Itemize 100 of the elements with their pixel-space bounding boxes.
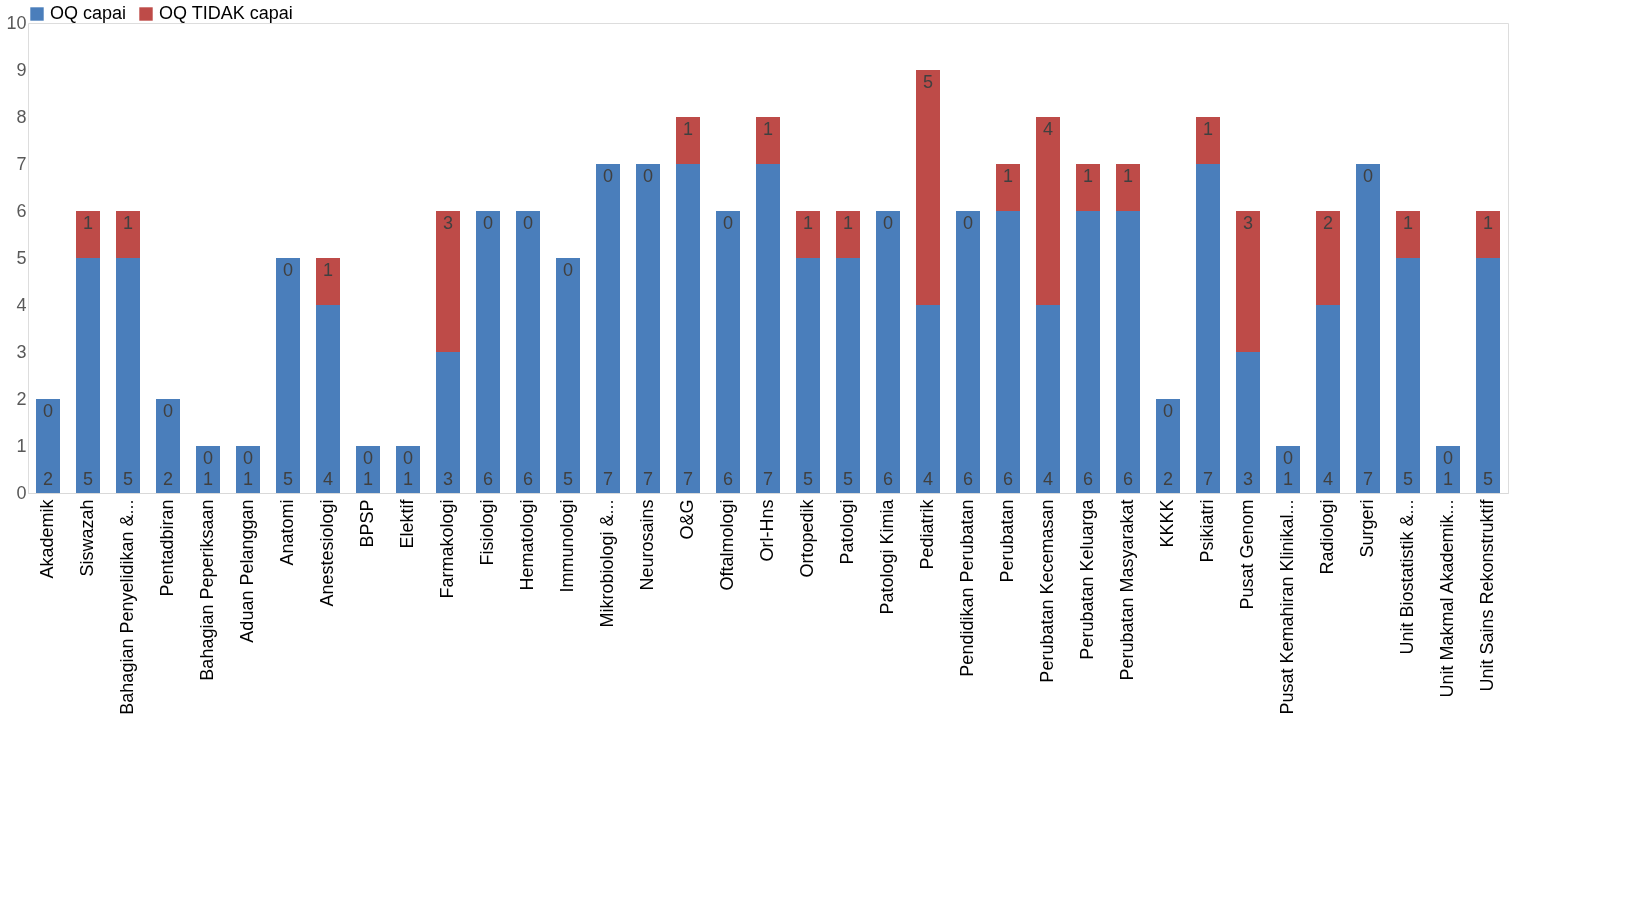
data-label: 0 [42,401,54,421]
data-label: 1 [1082,166,1094,186]
bar [1236,352,1260,493]
data-label: 6 [482,469,494,489]
x-tick-label: Patologi Kimia [877,498,897,615]
data-label: 1 [82,213,94,233]
data-label: 0 [522,213,534,233]
data-label: 0 [722,213,734,233]
data-label: 2 [162,469,174,489]
x-tick-label: Pusat Kemahiran Klinikal... [1277,499,1297,715]
bar [1116,211,1140,493]
x-tick-label: Bahagian Penyelidikan &... [117,499,137,715]
data-label: 7 [682,469,694,489]
y-tick-label: 1 [16,435,27,456]
bar [716,211,740,493]
x-tick-label: Immunologi [557,499,577,593]
data-label: 1 [202,469,214,489]
data-label: 1 [1402,213,1414,233]
bar [636,164,660,493]
bar [996,164,1020,211]
data-label: 0 [282,260,294,280]
bar [1316,305,1340,493]
x-tick-label: Pusat Genom [1237,499,1257,610]
data-label: 5 [802,469,814,489]
data-label: 6 [1082,469,1094,489]
data-label: 0 [962,213,974,233]
bar [1236,211,1260,352]
y-tick-label: 9 [16,59,27,80]
data-label: 1 [1482,213,1494,233]
bar [796,258,820,493]
data-label: 7 [762,469,774,489]
data-label: 0 [402,448,414,468]
bar [556,258,580,493]
y-tick-label: 0 [16,482,27,503]
data-label: 0 [362,448,374,468]
x-tick-label: Surgeri [1357,499,1377,558]
bar [1476,211,1500,258]
data-label: 1 [1002,166,1014,186]
data-label: 1 [362,469,374,489]
x-tick-label: Akademik [37,498,57,579]
y-tick-label: 4 [16,294,27,315]
bar [1476,258,1500,493]
x-tick-label: Neurosains [637,499,657,591]
data-label: 7 [1202,469,1214,489]
data-label: 7 [1362,469,1374,489]
data-label: 2 [1162,469,1174,489]
data-label: 0 [1162,401,1174,421]
data-label: 4 [1322,469,1334,489]
data-label: 6 [722,469,734,489]
bar [436,211,460,352]
bar [516,211,540,493]
bar [836,211,860,258]
data-label: 4 [1042,469,1054,489]
data-label: 0 [162,401,174,421]
x-tick-label: Perubatan [997,499,1017,583]
x-tick-label: Radiologi [1317,499,1337,575]
bar [1036,117,1060,305]
data-label: 0 [202,448,214,468]
bar [796,211,820,258]
data-label: 4 [922,469,934,489]
bar [476,211,500,493]
data-label: 0 [482,213,494,233]
data-label: 2 [1322,213,1334,233]
x-tick-label: KKKK [1157,499,1177,548]
x-tick-label: Anatomi [277,499,297,566]
bar [76,258,100,493]
legend-label: OQ TIDAK capai [159,3,293,23]
data-label: 5 [922,72,934,92]
data-label: 5 [1402,469,1414,489]
data-label: 0 [882,213,894,233]
data-label: 2 [42,469,54,489]
data-label: 3 [442,469,454,489]
x-tick-label: Elektif [397,498,417,549]
bar [676,117,700,164]
x-tick-label: Unit Biostatistik &... [1397,499,1417,655]
bar [116,211,140,258]
data-label: 0 [562,260,574,280]
data-label: 5 [82,469,94,489]
data-label: 1 [1442,469,1454,489]
y-tick-label: 8 [16,106,27,127]
data-label: 1 [682,119,694,139]
data-label: 1 [402,469,414,489]
data-label: 1 [322,260,334,280]
bar [836,258,860,493]
data-label: 6 [1002,469,1014,489]
bar [916,305,940,493]
y-tick-label: 10 [6,12,27,33]
data-label: 3 [1242,213,1254,233]
x-tick-label: Mikrobiologi &... [597,499,617,628]
bar [876,211,900,493]
x-tick-label: BPSP [357,499,377,548]
bar [1316,211,1340,305]
bar [1036,305,1060,493]
data-label: 4 [1042,119,1054,139]
data-label: 3 [442,213,454,233]
bar [156,399,180,493]
data-label: 5 [842,469,854,489]
data-label: 3 [1242,469,1254,489]
x-tick-label: O&G [677,499,697,540]
bar [36,399,60,493]
